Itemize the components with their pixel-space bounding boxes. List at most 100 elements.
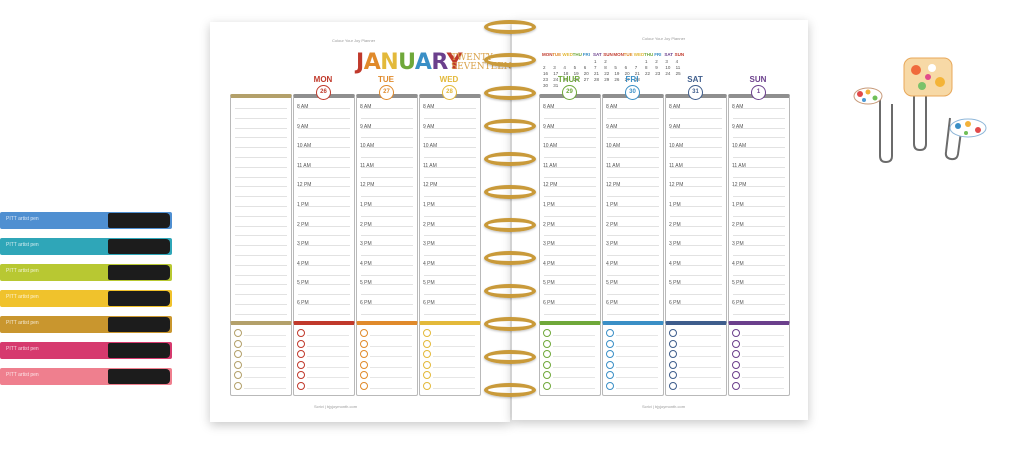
mini-date: 7 — [594, 65, 597, 70]
ruled-line — [424, 313, 476, 315]
ruled-line — [544, 274, 596, 276]
ruled-line — [298, 176, 350, 178]
mini-weekday: MON — [613, 52, 624, 57]
mini-date: 2 — [655, 59, 658, 64]
ruled-line — [544, 108, 596, 109]
hour-label: 6 PM — [423, 300, 435, 306]
checkbox-circle — [543, 360, 551, 369]
hour-label: 9 AM — [297, 123, 309, 130]
ruled-line — [607, 215, 659, 217]
ruled-line — [544, 127, 596, 129]
ruled-line — [670, 304, 722, 305]
checkbox-circle — [234, 350, 242, 359]
checkbox-circle — [606, 329, 614, 337]
todo-line — [679, 345, 721, 347]
mini-date: 5 — [614, 65, 617, 70]
ruled-line — [424, 176, 476, 178]
ruled-line — [424, 137, 476, 139]
ruled-line — [670, 255, 722, 256]
todo-line — [244, 388, 286, 389]
ruled-line — [544, 157, 596, 158]
ruled-line — [544, 176, 596, 178]
ruled-line — [424, 304, 476, 305]
ruled-line — [670, 274, 722, 276]
hour-label: 3 PM — [669, 241, 681, 248]
mini-weekday: THU — [644, 52, 654, 57]
hour-label: 4 PM — [732, 260, 744, 267]
day-name: SUN — [749, 75, 767, 84]
day-name: FRI — [625, 75, 639, 84]
hour-label: 5 PM — [423, 280, 435, 287]
hour-label: 12 PM — [423, 182, 438, 189]
todo-line — [742, 356, 784, 358]
hour-label: 12 PM — [297, 182, 312, 189]
ruled-line — [424, 245, 476, 247]
checkbox-circle — [423, 382, 431, 390]
pen-label: PITT artist pen — [6, 372, 39, 378]
binder-ring — [484, 185, 536, 199]
todo-box — [230, 321, 292, 396]
mini-date: 7 — [634, 65, 638, 70]
ruled-line — [298, 206, 350, 207]
todo-line — [616, 377, 658, 379]
ruled-line — [670, 157, 722, 158]
hour-label: 8 AM — [732, 104, 744, 110]
todo-line — [433, 345, 475, 347]
hour-label: 4 PM — [297, 260, 309, 267]
ruled-line — [361, 225, 413, 227]
mini-weekday: SUN — [674, 52, 685, 57]
ruled-line — [361, 196, 413, 198]
ruled-line — [361, 137, 413, 139]
hour-label: 5 PM — [543, 280, 555, 287]
todo-line — [616, 388, 658, 389]
hour-label: 11 AM — [360, 162, 374, 169]
hour-label: 2 PM — [732, 221, 744, 228]
ruled-line — [733, 255, 785, 256]
ruled-line — [298, 255, 350, 256]
day-number: 1 — [751, 85, 766, 100]
checkbox-circle — [543, 350, 551, 359]
checkbox-circle — [732, 382, 740, 390]
mini-weekday: TUE — [552, 52, 562, 57]
mini-date: 18 — [563, 71, 569, 76]
ruled-line — [733, 264, 785, 266]
ruled-line — [361, 117, 413, 119]
title-letter: R — [431, 50, 447, 75]
ruled-line — [424, 206, 476, 207]
ruled-line — [733, 245, 785, 247]
todo-line — [370, 366, 412, 368]
ruled-line — [607, 176, 659, 178]
ruled-line — [235, 225, 287, 227]
checkbox-circle — [297, 371, 305, 380]
hour-label: 6 PM — [360, 300, 372, 306]
ruled-line — [424, 186, 476, 188]
ruled-line — [424, 127, 476, 129]
ruled-line — [607, 157, 659, 158]
ruled-line — [361, 176, 413, 178]
checkbox-circle — [669, 329, 677, 337]
todo-box — [665, 321, 727, 396]
checkbox-circle — [732, 371, 740, 380]
ruled-line — [361, 186, 413, 188]
pen-label: PITT artist pen — [6, 216, 39, 222]
day-name: WED — [439, 75, 459, 84]
checkbox-circle — [297, 360, 305, 369]
checkbox-circle — [360, 350, 368, 359]
hour-label: 11 AM — [669, 162, 683, 169]
title-letter: J — [356, 50, 364, 75]
ruled-line — [298, 157, 350, 158]
mini-date: 25 — [675, 71, 681, 76]
hour-label: 9 AM — [669, 123, 681, 130]
mini-calendar: MON TUE WED THU FRI SAT SUN MON TUE WED THU FRI SAT S… — [542, 52, 692, 88]
pen: PITT artist pen — [0, 238, 172, 255]
ruled-line — [544, 284, 596, 286]
mini-date: 31 — [553, 83, 559, 88]
hour-label: 5 PM — [297, 280, 309, 287]
ruled-line — [235, 235, 287, 237]
hour-label: 9 AM — [360, 123, 372, 130]
ruled-line — [298, 137, 350, 139]
checkbox-circle — [669, 382, 677, 390]
todo-line — [307, 388, 349, 389]
mini-date: 4 — [563, 65, 566, 70]
hour-label: 10 AM — [297, 143, 312, 150]
